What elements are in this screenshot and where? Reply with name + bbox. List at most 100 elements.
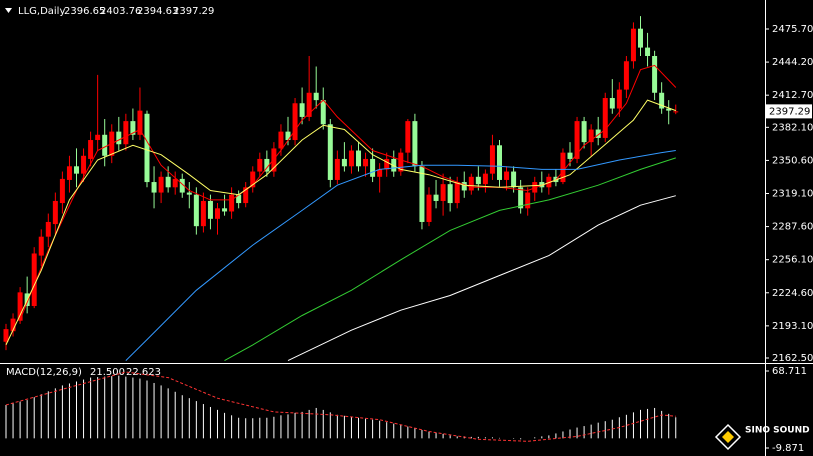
candle-body: [250, 171, 256, 188]
ohlc-high: 2403.76: [100, 6, 141, 17]
candle-body: [398, 152, 404, 172]
last-price-label: 2397.29: [769, 106, 810, 117]
candle-body: [659, 92, 665, 109]
candle-body: [609, 98, 615, 109]
candle-body: [433, 194, 439, 201]
candle-body: [88, 140, 94, 159]
candle-body: [215, 208, 220, 219]
candle-body: [257, 158, 263, 172]
candle-body: [74, 166, 79, 174]
candle-body: [595, 129, 601, 138]
candle-body: [630, 28, 636, 62]
logo: SINO SOUND: [714, 423, 810, 451]
y-tick-label: 2287.60: [772, 222, 813, 233]
candle-body: [52, 200, 58, 225]
candle-body: [482, 173, 488, 185]
moving-average: [19, 64, 677, 320]
candle-body: [236, 194, 242, 204]
y-tick-label: 2224.60: [772, 288, 813, 299]
y-tick-label: 2319.10: [772, 189, 813, 200]
candle-body: [574, 121, 580, 159]
macd-title: MACD(12,26,9): [6, 367, 82, 378]
y-tick-label: 2444.20: [772, 57, 813, 68]
y-tick-label: 2162.50: [772, 353, 813, 364]
ohlc-open: 2396.65: [64, 6, 105, 17]
candle-body: [200, 200, 206, 227]
symbol: LLG,Daily: [18, 6, 65, 17]
candle-body: [623, 61, 629, 90]
candle-body: [193, 194, 199, 227]
candle-body: [137, 110, 143, 135]
candle-body: [222, 208, 228, 212]
candle-body: [504, 171, 510, 180]
candle-body: [278, 131, 284, 149]
candle-body: [172, 178, 178, 188]
moving-average: [287, 195, 676, 362]
y-tick-label: 2350.60: [772, 155, 813, 166]
candle-body: [31, 253, 37, 307]
candle-body: [356, 150, 361, 167]
watermark: SINO SOUND: [745, 426, 810, 436]
candle-body: [468, 176, 474, 191]
candle-body: [95, 134, 101, 141]
candle-body: [616, 89, 622, 109]
ohlc-low: 2394.63: [137, 6, 178, 17]
candle-body: [38, 236, 44, 256]
candle-body: [285, 131, 291, 141]
candle-body: [116, 131, 122, 145]
candle-body: [81, 155, 87, 174]
candle-body: [384, 158, 390, 170]
candle-body: [306, 92, 312, 117]
y-tick-label: 2382.10: [772, 122, 813, 133]
candle-body: [426, 194, 432, 222]
candle-body: [363, 158, 369, 167]
candle-body: [59, 178, 65, 204]
macd-value: 21.500: [90, 367, 125, 378]
moving-average: [224, 157, 676, 362]
candle-body: [461, 182, 467, 191]
candle-body: [666, 108, 672, 111]
y-tick-label: 2475.70: [772, 24, 813, 35]
candle-body: [489, 145, 495, 174]
candle-body: [341, 158, 347, 167]
candle-body: [292, 103, 298, 141]
candle-body: [229, 194, 235, 212]
last-price-box: [766, 104, 812, 119]
candle-body: [327, 124, 333, 180]
candle-body: [581, 121, 587, 143]
moving-average: [125, 150, 676, 361]
candle-body: [151, 182, 157, 193]
candle-body: [179, 178, 185, 193]
candle-body: [158, 176, 164, 193]
candle-body: [560, 152, 566, 183]
candle-body: [10, 318, 16, 332]
candle-body: [271, 148, 277, 172]
candle-body: [17, 292, 23, 321]
candle-body: [497, 145, 502, 180]
candle-body: [475, 176, 481, 185]
moving-average: [5, 99, 676, 346]
candle-body: [447, 184, 453, 204]
ohlc-close: 2397.29: [173, 6, 214, 17]
candle-body: [652, 55, 658, 93]
y-tick-label: 2256.10: [772, 255, 813, 266]
candle-body: [3, 329, 9, 342]
candle-body: [454, 182, 460, 204]
candle-body: [264, 158, 270, 172]
candle-body: [320, 100, 326, 125]
y-tick-label: -9.871: [772, 443, 804, 454]
candle-body: [299, 103, 305, 117]
candle-body: [102, 134, 108, 156]
candle-body: [412, 121, 418, 167]
candle-body: [405, 121, 411, 153]
candle-body: [638, 28, 643, 48]
candle-body: [144, 113, 150, 183]
logo-core: [722, 431, 734, 443]
candle-body: [588, 129, 594, 143]
candle-body: [370, 158, 376, 177]
candle-body: [186, 192, 192, 195]
candle-body: [511, 171, 517, 188]
candle-body: [243, 187, 249, 204]
